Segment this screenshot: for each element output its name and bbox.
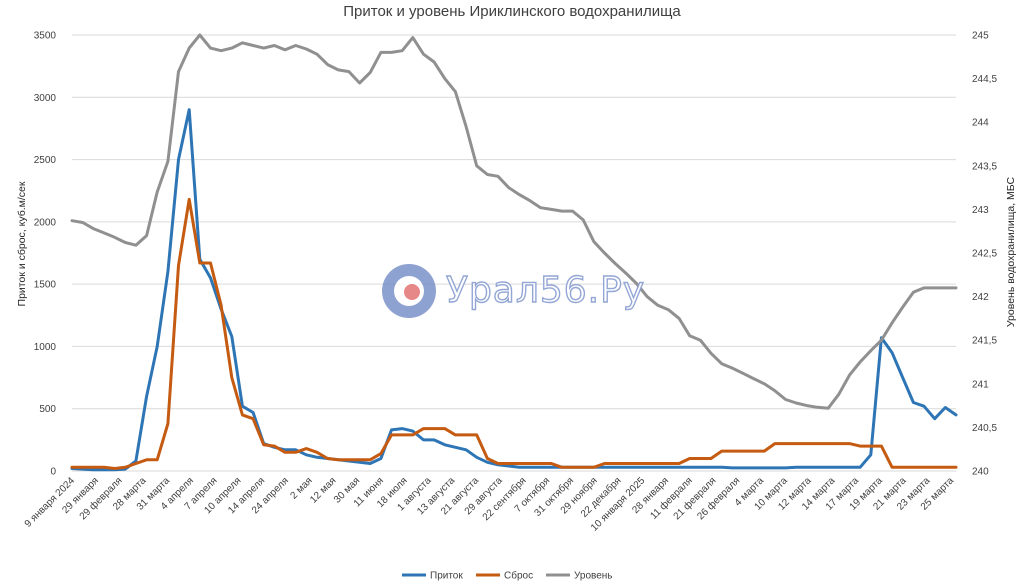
legend: Приток Сброс Уровень [402, 570, 613, 582]
y-tick-label: 500 [39, 404, 56, 415]
left-axis-title: Приток и сброс, куб.м/сек [16, 181, 28, 306]
gridlines [72, 34, 956, 472]
right-axis-ticks: 240 240,5 241 241,5 242 242,5 243 243,5 244 244,5… [972, 31, 997, 478]
y-tick-label: 2500 [34, 155, 57, 166]
y-tick-label: 1500 [34, 280, 57, 291]
legend-label: Уровень [574, 571, 613, 582]
series-line-2 [70, 197, 958, 470]
y-tick-label: 3000 [34, 93, 57, 104]
y-tick-label: 1000 [34, 342, 57, 353]
y2-tick-label: 245 [972, 31, 989, 42]
left-axis-ticks: 0 500 1000 1500 2000 2500 3000 3500 [34, 31, 57, 478]
y-tick-label: 0 [50, 467, 56, 478]
legend-label: Сброс [504, 570, 533, 582]
watermark-text: Урал56.Ру [445, 269, 646, 311]
y-tick-label: 3500 [34, 31, 57, 42]
chart-title: Приток и уровень Ириклинского водохранил… [343, 3, 681, 20]
series-lines [70, 33, 958, 472]
y2-tick-label: 244,5 [972, 74, 997, 85]
y2-tick-label: 244 [972, 118, 989, 129]
y-tick-label: 2000 [34, 217, 57, 228]
y2-tick-label: 242,5 [972, 249, 997, 260]
y2-tick-label: 240,5 [972, 423, 997, 434]
series-line-3 [70, 33, 958, 410]
y2-tick-label: 240 [972, 467, 989, 478]
y2-tick-label: 242 [972, 292, 989, 303]
watermark-logo: Урал56.Ру [380, 262, 650, 324]
watermark-circle-icon [382, 264, 436, 318]
y2-tick-label: 243 [972, 205, 989, 216]
y2-tick-label: 243,5 [972, 161, 997, 172]
y2-tick-label: 241 [972, 379, 989, 390]
right-axis-title: Уровень водохранилища, МБС [1005, 176, 1017, 327]
legend-label: Приток [430, 571, 463, 582]
y2-tick-label: 241,5 [972, 336, 997, 347]
